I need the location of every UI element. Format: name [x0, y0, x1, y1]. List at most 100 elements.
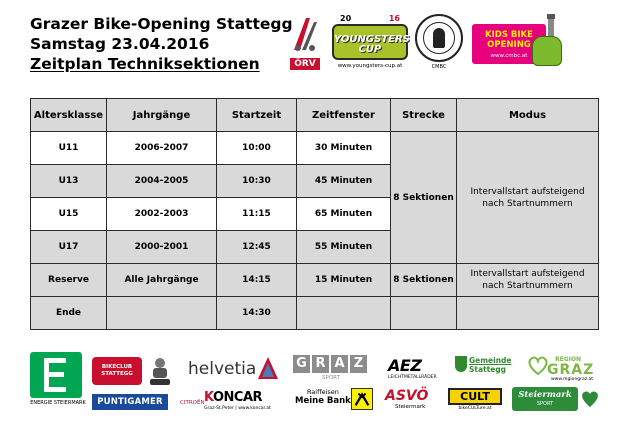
cell-startzeit: 10:30 [216, 164, 297, 198]
region-graz-text: GRAZ [547, 362, 595, 378]
cell-modus [456, 296, 599, 330]
cell-zeitfenster: 55 Minuten [296, 230, 391, 264]
aez-logo: AEZ LEICHTMETALLRÄDER [388, 356, 446, 382]
asvo-sub: Steiermark [395, 404, 426, 410]
steiermark-sub: SPORT [536, 401, 554, 407]
region-url: www.regiongraz.at [551, 377, 594, 382]
region-label: REGION [555, 356, 581, 363]
cult-sub: bikeCULTure.at [458, 406, 492, 411]
cell-jahrgaenge: 2004-2005 [106, 164, 217, 198]
bikeclub-text: BIKECLUB STATTEGG [92, 357, 142, 385]
graz-sport-sub: SPORT [322, 375, 340, 381]
clock-tower-icon [547, 14, 555, 38]
koncar-address: Graz-St.Peter | www.koncar.at [204, 406, 271, 411]
koncar-logo: CITROËN KONCAR Graz-St.Peter | www.konca… [180, 386, 288, 416]
cell-zeitfenster: 30 Minuten [296, 131, 391, 165]
cell-startzeit: 14:30 [216, 296, 297, 330]
table-row: Reserve Alle Jahrgänge 14:15 15 Minuten … [30, 263, 599, 297]
puntigamer-logo: PUNTIGAMER [92, 394, 168, 410]
graz-letter: R [312, 355, 329, 373]
cell-startzeit: 14:15 [216, 263, 297, 297]
event-title: Grazer Bike-Opening Stattegg [30, 15, 293, 33]
cell-altersklasse: U13 [30, 164, 107, 198]
aez-sub: LEICHTMETALLRÄDER [388, 375, 437, 380]
graz-letter: Z [350, 355, 367, 373]
orv-text: ÖRV [290, 58, 320, 70]
cell-jahrgaenge: Alle Jahrgänge [106, 263, 217, 297]
cell-jahrgaenge: 2002-2003 [106, 197, 217, 231]
table-row: U15 2002-2003 11:15 65 Minuten [30, 197, 599, 231]
col-header-modus: Modus [456, 98, 599, 132]
cell-startzeit: 11:15 [216, 197, 297, 231]
cell-altersklasse: U17 [30, 230, 107, 264]
graz-sport-logo: G R A Z SPORT [293, 355, 371, 383]
raiffeisen-gable-icon [351, 388, 373, 410]
cell-zeitfenster: 65 Minuten [296, 197, 391, 231]
table-row: Ende 14:30 [30, 296, 599, 330]
kids-url: www.cmbc.at [490, 53, 528, 59]
asvo-text: ASVÖ [385, 388, 429, 404]
asvo-logo: ASVÖ Steiermark [385, 388, 437, 412]
schedule-title: Zeitplan Techniksektionen [30, 55, 260, 73]
cell-altersklasse: Ende [30, 296, 107, 330]
cell-strecke: 8 Sektionen [390, 263, 457, 297]
modus-line2: nach Startnummern [482, 198, 573, 209]
kids-bike-opening-logo: KIDS BIKE OPENING www.cmbc.at [472, 14, 562, 72]
cell-jahrgaenge: 2006-2007 [106, 131, 217, 165]
heart-outline-icon [528, 356, 548, 376]
cell-modus-group: Intervallstart aufsteigend nach Startnum… [456, 131, 599, 264]
cell-zeitfenster: 45 Minuten [296, 164, 391, 198]
cell-jahrgaenge: 2000-2001 [106, 230, 217, 264]
cell-strecke-group: 8 Sektionen [390, 131, 457, 264]
cell-altersklasse: U11 [30, 131, 107, 165]
region-graz-logo: REGION GRAZ www.regiongraz.at [527, 356, 599, 382]
cell-altersklasse: Reserve [30, 263, 107, 297]
col-header-startzeit: Startzeit [216, 98, 297, 132]
table-row: U13 2004-2005 10:30 45 Minuten [30, 164, 599, 198]
steiermark-text: Steiermark [518, 390, 572, 400]
cmbc-logo: CMBC [414, 14, 464, 72]
modus-line2: nach Startnummern [482, 281, 573, 291]
cell-altersklasse: U15 [30, 197, 107, 231]
ycup-url: www.youngsters-cup.at [337, 63, 403, 69]
cell-zeitfenster [296, 296, 391, 330]
cult-logo: CULT bikeCULTure.at [448, 388, 504, 412]
cell-startzeit: 10:00 [216, 131, 297, 165]
koncar-k: K [204, 390, 214, 405]
gemeinde-stattegg-logo: Gemeinde Stattegg [455, 356, 517, 382]
energie-steiermark-logo: ENERGIE STEIERMARK [30, 352, 86, 408]
green-heart-icon [582, 391, 598, 407]
orv-logo: ÖRV [288, 14, 322, 72]
raiffeisen-logo: Raiffeisen Meine Bank [295, 388, 375, 412]
schedule-table: Altersklasse Jahrgänge Startzeit Zeitfen… [30, 98, 599, 330]
ycup-year-right: 16 [388, 14, 400, 23]
col-header-strecke: Strecke [390, 98, 457, 132]
cell-jahrgaenge [106, 296, 217, 330]
aez-text: AEZ [388, 356, 422, 375]
bikeclub-stattegg-logo: BIKECLUB STATTEGG [92, 355, 178, 387]
cell-modus: Intervallstart aufsteigend nach Startnum… [456, 263, 599, 297]
ycup-year-left: 20 [340, 14, 352, 23]
cell-zeitfenster: 15 Minuten [296, 263, 391, 297]
kids-title: KIDS BIKE OPENING [485, 30, 533, 50]
mascot-icon [532, 36, 562, 66]
raiffeisen-line1: Raiffeisen [306, 388, 339, 396]
youngsters-cup-logo: 20 16 YOUNGSTERS CUP www.youngsters-cup.… [330, 14, 410, 72]
col-header-zeitfenster: Zeitfenster [296, 98, 391, 132]
rider-icon [150, 358, 170, 385]
ycup-title: YOUNGSTERS CUP [334, 34, 410, 55]
energie-e-icon [30, 352, 82, 398]
graz-letter: A [331, 355, 348, 373]
citroen-text: CITROËN [180, 400, 205, 406]
helvetia-text: helvetia [188, 359, 257, 379]
cmbc-label: CMBC [431, 64, 447, 70]
ycup-badge: YOUNGSTERS CUP [332, 24, 410, 60]
helvetia-triangle-icon [258, 357, 278, 379]
page-header: Grazer Bike-Opening Stattegg Samstag 23.… [30, 14, 293, 74]
col-header-jahrgaenge: Jahrgänge [106, 98, 217, 132]
col-header-altersklasse: Altersklasse [30, 98, 107, 132]
stattegg-crest-icon [455, 356, 467, 372]
graz-letter: G [293, 355, 310, 373]
table-row: U11 2006-2007 10:00 30 Minuten 8 Sektion… [30, 131, 599, 264]
raiffeisen-line2: Meine Bank [295, 396, 351, 406]
